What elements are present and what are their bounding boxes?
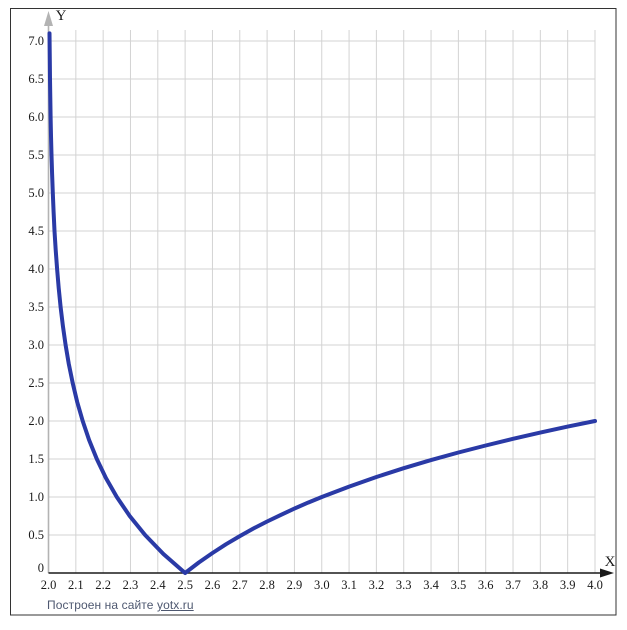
x-tick-label: 3.7 [505,578,521,592]
curve-series [47,31,597,575]
x-tick-label: 2.6 [205,578,221,592]
chart-frame [10,8,617,616]
gridlines [48,30,596,573]
attribution: Построен на сайте yotx.ru [47,598,194,612]
x-axis [48,568,614,578]
origin-label: 0 [38,561,44,575]
x-tick-label: 3.3 [396,578,412,592]
attribution-text: Построен на сайте [47,598,157,612]
attribution-link[interactable]: yotx.ru [156,598,194,612]
y-axis-label: Y [56,8,67,24]
x-tick-label: 3.0 [314,578,330,592]
x-tick-label: 3.6 [478,578,494,592]
y-tick-label: 5.5 [28,148,44,162]
x-tick-label: 2.7 [232,578,248,592]
x-tick-label: 2.4 [150,578,166,592]
y-tick-label: 7.0 [28,34,44,48]
tick-labels: 2.0 2.1 2.2 2.3 2.4 2.5 2.6 2.7 2.8 2.9 3.0 3.1 3.2 3… [28,34,602,592]
x-tick-label: 2.3 [123,578,139,592]
y-axis [44,11,53,573]
y-tick-label: 3.0 [28,338,44,352]
x-axis-arrow-icon [600,568,614,578]
x-tick-label: 2.2 [95,578,111,592]
x-tick-label: 2.0 [41,578,57,592]
x-tick-label: 4.0 [587,578,603,592]
y-tick-label: 1.0 [28,490,44,504]
y-tick-label: 6.0 [28,110,44,124]
y-tick-label: 3.5 [28,300,44,314]
x-tick-label: 2.1 [68,578,84,592]
y-tick-label: 2.0 [28,414,44,428]
x-axis-label: X [605,554,616,570]
x-tick-label: 2.8 [259,578,275,592]
x-tick-label: 2.9 [287,578,303,592]
y-tick-label: 4.0 [28,262,44,276]
x-tick-label: 2.5 [177,578,193,592]
y-tick-label: 6.5 [28,72,44,86]
x-tick-label: 3.9 [560,578,576,592]
y-tick-label: 5.0 [28,186,44,200]
y-axis-arrow-icon [44,11,53,26]
x-tick-label: 3.2 [369,578,385,592]
y-tick-label: 0.5 [28,528,44,542]
x-tick-label: 3.8 [533,578,549,592]
y-tick-label: 1.5 [28,452,44,466]
y-tick-label: 2.5 [28,376,44,390]
y-tick-label: 4.5 [28,224,44,238]
x-tick-label: 3.4 [423,578,439,592]
x-tick-label: 3.1 [341,578,357,592]
x-tick-label: 3.5 [451,578,467,592]
